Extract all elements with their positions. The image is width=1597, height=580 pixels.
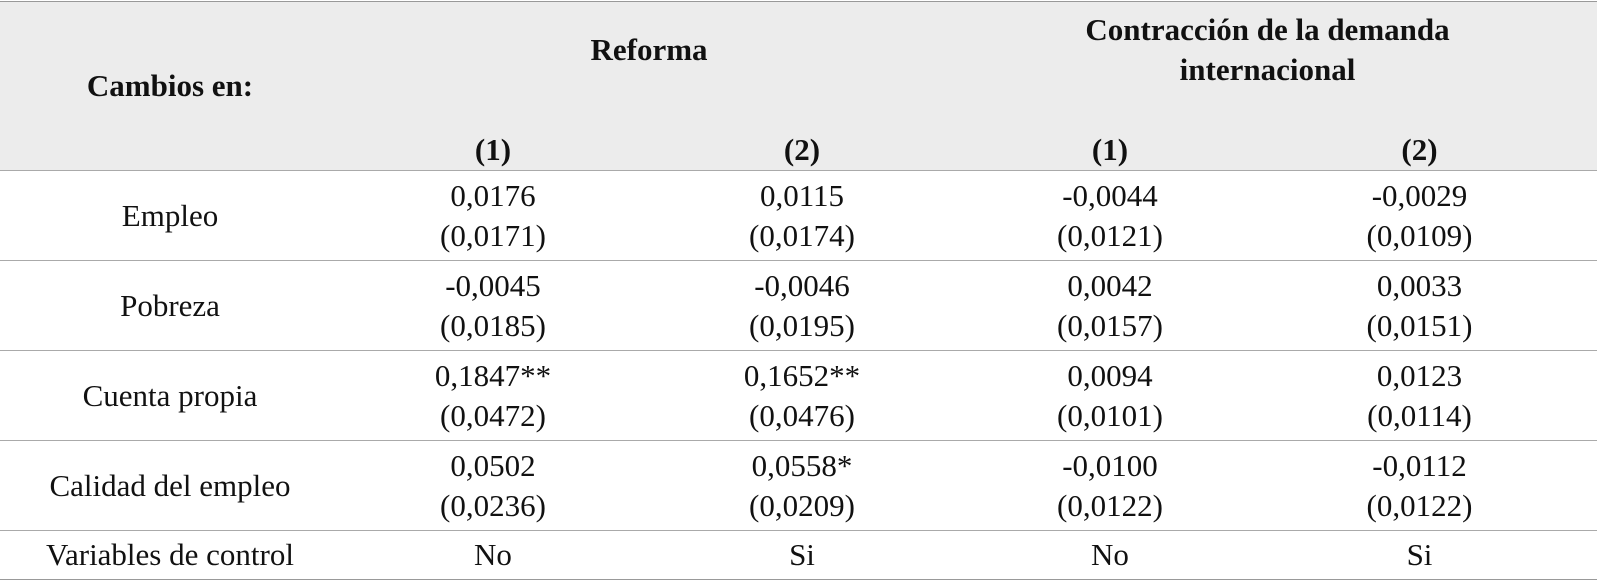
cell: 0,0176 (0,0171) [340,170,646,261]
standard-error: (0,0476) [749,397,855,433]
cell: 0,0115 (0,0174) [646,170,958,261]
coefficient: 0,0042 [1067,267,1153,303]
column-header: (1) [958,126,1262,171]
coefficient: 0,0033 [1376,267,1463,303]
coefficient: 0,0123 [1376,357,1463,393]
group-header: Contracción de la demanda internacional [958,1,1597,126]
cell: 0,0502 (0,0236) [340,440,646,531]
coefficient: 0,0558* [751,447,853,483]
standard-error: (0,0101) [1057,397,1163,433]
cell: Si [646,530,958,580]
cell: 0,1847** (0,0472) [340,350,646,441]
standard-error: (0,0109) [1366,217,1473,253]
coefficient: 0,0094 [1067,357,1153,393]
coefficient: -0,0029 [1371,177,1468,213]
cell: 0,0123 (0,0114) [1262,350,1597,441]
standard-error: (0,0472) [440,397,546,433]
header-row: (1) (2) (1) (2) [0,126,1597,171]
row-label: Variables de control [0,530,340,580]
cell: -0,0112 (0,0122) [1262,440,1597,531]
standard-error: (0,0171) [440,217,546,253]
row-label: Calidad del empleo [0,440,340,531]
cell: 0,1652** (0,0476) [646,350,958,441]
standard-error: (0,0151) [1366,307,1473,343]
cell: -0,0029 (0,0109) [1262,170,1597,261]
coefficient: 0,1847** [434,357,552,393]
cell: -0,0045 (0,0185) [340,260,646,351]
table-row: Calidad del empleo 0,0502 (0,0236) 0,0558* (… [0,440,1597,531]
column-header: (2) [1262,126,1597,171]
row-label-header: Cambios en: [0,1,340,171]
table-row: Cuenta propia 0,1847** (0,0472) 0,1652** (0,… [0,350,1597,441]
standard-error: (0,0122) [1057,487,1163,523]
group-header: Reforma [340,1,958,126]
column-header: (2) [646,126,958,171]
cell: No [340,530,646,580]
table-row: Pobreza -0,0045 (0,0185) -0,0046 (0,0195) 0,0… [0,260,1597,351]
table-body: Empleo 0,0176 (0,0171) 0,0115 (0,0174) -0,004… [0,170,1597,580]
coefficient: 0,1652** [743,357,861,393]
cell: 0,0558* (0,0209) [646,440,958,531]
row-label: Cuenta propia [0,350,340,441]
coefficient: 0,0176 [450,177,536,213]
standard-error: (0,0122) [1366,487,1473,523]
column-header: (1) [340,126,646,171]
cell: No [958,530,1262,580]
standard-error: (0,0236) [440,487,546,523]
coefficient: -0,0045 [445,267,541,303]
row-label: Pobreza [0,260,340,351]
standard-error: (0,0185) [440,307,546,343]
standard-error: (0,0114) [1367,397,1472,433]
standard-error: (0,0157) [1057,307,1163,343]
group-header-text: Contracción de la demanda internacional [1085,12,1450,87]
cell: 0,0042 (0,0157) [958,260,1262,351]
table-row: Empleo 0,0176 (0,0171) 0,0115 (0,0174) -0,004… [0,170,1597,261]
standard-error: (0,0195) [749,307,855,343]
coefficient: 0,0502 [450,447,536,483]
coefficient: -0,0100 [1062,447,1158,483]
cell: -0,0100 (0,0122) [958,440,1262,531]
cell: 0,0033 (0,0151) [1262,260,1597,351]
coefficient: 0,0115 [759,177,845,213]
row-label: Empleo [0,170,340,261]
cell: 0,0094 (0,0101) [958,350,1262,441]
header-row: Cambios en: Reforma Contracción de la de… [0,1,1597,171]
cell: Si [1262,530,1597,580]
coefficient: -0,0112 [1372,447,1467,483]
cell: -0,0044 (0,0121) [958,170,1262,261]
coefficient: -0,0044 [1062,177,1158,213]
table-header: Cambios en: Reforma Contracción de la de… [0,1,1597,171]
standard-error: (0,0121) [1057,217,1163,253]
coefficient: -0,0046 [754,267,850,303]
standard-error: (0,0209) [749,487,855,523]
standard-error: (0,0174) [749,217,855,253]
cell: -0,0046 (0,0195) [646,260,958,351]
table-row: Variables de control No Si No Si [0,530,1597,580]
